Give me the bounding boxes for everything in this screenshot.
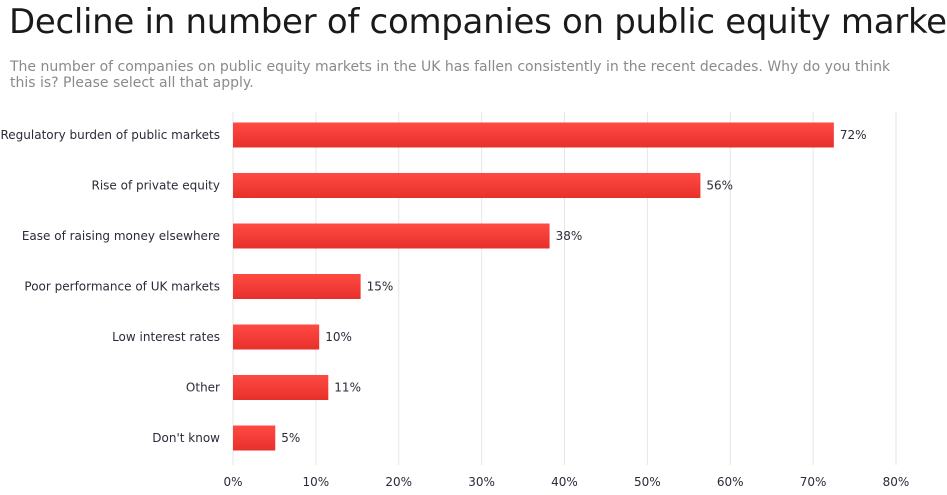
x-tick-label: 40% (551, 475, 578, 489)
bar (233, 375, 329, 400)
category-label: Rise of private equity (92, 179, 221, 193)
labels: Regulatory burden of public markets 72% Ri… (1, 128, 867, 445)
x-tick-label: 50% (634, 475, 661, 489)
x-tick-label: 80% (883, 475, 910, 489)
category-label: Don't know (152, 431, 220, 445)
category-label: Low interest rates (112, 330, 220, 344)
value-label: 11% (334, 381, 361, 395)
bar (233, 122, 834, 148)
chart-title: Decline in number of companies on public… (9, 2, 947, 42)
bar (233, 274, 361, 299)
gridlines (232, 112, 897, 465)
x-axis: 0% 10% 20% 30% 40% 50% 60% 70% 80% (223, 475, 909, 489)
bar (233, 223, 550, 249)
category-label: Regulatory burden of public markets (1, 128, 221, 142)
value-label: 15% (367, 280, 394, 294)
x-tick-label: 30% (468, 475, 495, 489)
bar (233, 425, 276, 451)
x-tick-label: 60% (717, 475, 744, 489)
x-tick-label: 0% (223, 475, 242, 489)
value-label: 72% (840, 128, 867, 142)
value-label: 5% (281, 431, 300, 445)
category-label: Other (186, 381, 220, 395)
category-label: Poor performance of UK markets (24, 280, 220, 294)
value-label: 10% (325, 330, 352, 344)
bar (233, 173, 701, 198)
category-label: Ease of raising money elsewhere (22, 229, 220, 243)
value-label: 56% (706, 179, 733, 193)
x-tick-label: 20% (385, 475, 412, 489)
x-tick-label: 70% (800, 475, 827, 489)
bars (233, 122, 834, 451)
chart-subtitle: The number of companies on public equity… (10, 59, 891, 91)
x-tick-label: 10% (303, 475, 330, 489)
value-label: 38% (556, 229, 583, 243)
bar (233, 324, 320, 350)
